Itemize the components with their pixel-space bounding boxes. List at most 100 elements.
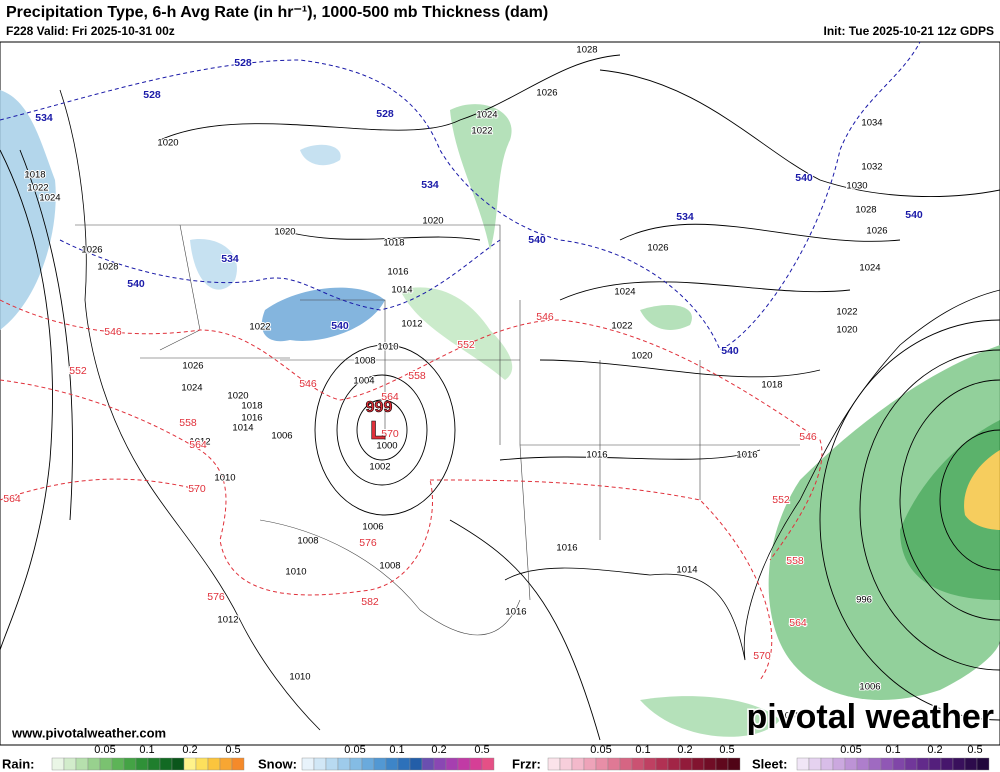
rain-area	[640, 305, 692, 330]
isobar-label: 1022	[27, 183, 48, 194]
thickness-label: 552	[69, 365, 87, 377]
thickness-label: 540	[127, 278, 145, 290]
contour-labels: 1028102610241022102010341032103010281026…	[2, 44, 924, 723]
snow-area	[261, 287, 385, 342]
isobar-label: 1010	[377, 342, 398, 353]
color-swatch	[207, 757, 221, 771]
thickness-label: 558	[179, 417, 197, 429]
color-swatch	[385, 757, 399, 771]
color-swatch	[679, 757, 693, 771]
color-swatch	[325, 757, 339, 771]
color-swatch	[832, 757, 846, 771]
legend-tick: 0.1	[389, 744, 404, 756]
color-swatch	[195, 757, 209, 771]
color-swatch	[691, 757, 705, 771]
legend-label: Frzr:	[512, 756, 541, 771]
thickness-label: 570	[753, 650, 771, 662]
coastline	[59, 89, 321, 731]
isobar-label: 1026	[182, 361, 203, 372]
color-swatch	[51, 757, 65, 771]
color-swatch	[337, 757, 351, 771]
thickness-label: 546	[104, 326, 122, 338]
color-swatch	[87, 757, 101, 771]
isobar-label: 1018	[761, 380, 782, 391]
thickness-label: 540	[331, 320, 349, 332]
isobar-label: 1022	[249, 322, 270, 333]
thickness-label: 564	[789, 617, 807, 629]
rain-area	[964, 450, 1000, 530]
color-swatch	[976, 757, 990, 771]
isobar-label: 1020	[157, 138, 178, 149]
color-swatch	[75, 757, 89, 771]
color-swatch	[171, 757, 185, 771]
country-border	[259, 519, 521, 636]
isobar-label: 1014	[232, 423, 253, 434]
legend-tick: 0.05	[344, 744, 365, 756]
color-swatch	[619, 757, 633, 771]
color-swatch	[159, 757, 173, 771]
init-time: Init: Tue 2025-10-21 12z GDPS	[823, 24, 994, 38]
thickness-label: 552	[457, 339, 475, 351]
isobar-label: 1008	[354, 356, 375, 367]
color-swatch	[301, 757, 315, 771]
color-swatch	[703, 757, 717, 771]
isobar-label: 996	[856, 595, 872, 606]
isobar-label: 1020	[227, 391, 248, 402]
color-swatch	[313, 757, 327, 771]
rain-area	[400, 287, 513, 380]
legend-tick: 0.1	[885, 744, 900, 756]
color-swatch	[655, 757, 669, 771]
color-swatch	[63, 757, 77, 771]
isobar-label: 1032	[861, 162, 882, 173]
color-swatch	[808, 757, 822, 771]
thickness-label: 564	[189, 439, 207, 451]
isobar-label: 1020	[836, 325, 857, 336]
color-swatch	[457, 757, 471, 771]
isobars	[0, 54, 1000, 741]
color-swatch	[667, 757, 681, 771]
isobar-label: 1026	[866, 226, 887, 237]
legend-tick: 0.2	[182, 744, 197, 756]
isobar-label: 1008	[779, 711, 800, 722]
color-swatch	[607, 757, 621, 771]
color-swatch	[820, 757, 834, 771]
legend: Rain: 0.05 0.1 0.2 0.5 Snow: 0.05 0.1 0.2 0.5 Frzr…	[2, 744, 990, 771]
thickness-label: 570	[381, 428, 399, 440]
thickness-label: 552	[772, 494, 790, 506]
isobar-label: 1024	[39, 193, 60, 204]
color-swatch	[231, 757, 245, 771]
isobar	[314, 344, 456, 516]
title: Precipitation Type, 6-h Avg Rate (in hr⁻…	[6, 4, 548, 21]
color-swatch	[715, 757, 729, 771]
thickness-label: 558	[408, 370, 426, 382]
legend-tick: 0.2	[677, 744, 692, 756]
isobar-label: 1002	[369, 462, 390, 473]
isobar-label: 1008	[297, 536, 318, 547]
brand: pivotal weather	[746, 698, 994, 736]
thickness-label: 534	[35, 112, 53, 124]
isobar	[819, 319, 1000, 721]
color-swatch	[964, 757, 978, 771]
color-swatch	[409, 757, 423, 771]
isobar-label: 1026	[536, 88, 557, 99]
isobar-label: 1014	[391, 285, 412, 296]
isobar-label: 1018	[383, 238, 404, 249]
legend-tick: 0.05	[94, 744, 115, 756]
map: 1028102610241022102010341032103010281026…	[0, 41, 1000, 746]
snow-area	[300, 144, 341, 166]
thickness-line	[59, 239, 501, 311]
thickness-line	[0, 41, 921, 351]
rain-area	[768, 345, 1000, 700]
color-swatch	[147, 757, 161, 771]
isobar-label: 1028	[97, 262, 118, 273]
color-swatch	[469, 757, 483, 771]
isobar-label: 1016	[736, 450, 757, 461]
isobar-label: 1012	[189, 437, 210, 448]
isobar-label: 1020	[422, 216, 443, 227]
thickness-label: 546	[799, 431, 817, 443]
isobar-label: 1006	[271, 431, 292, 442]
legend-tick: 0.5	[474, 744, 489, 756]
color-swatch	[856, 757, 870, 771]
isobar	[899, 379, 1000, 621]
legend-tick: 0.1	[635, 744, 650, 756]
